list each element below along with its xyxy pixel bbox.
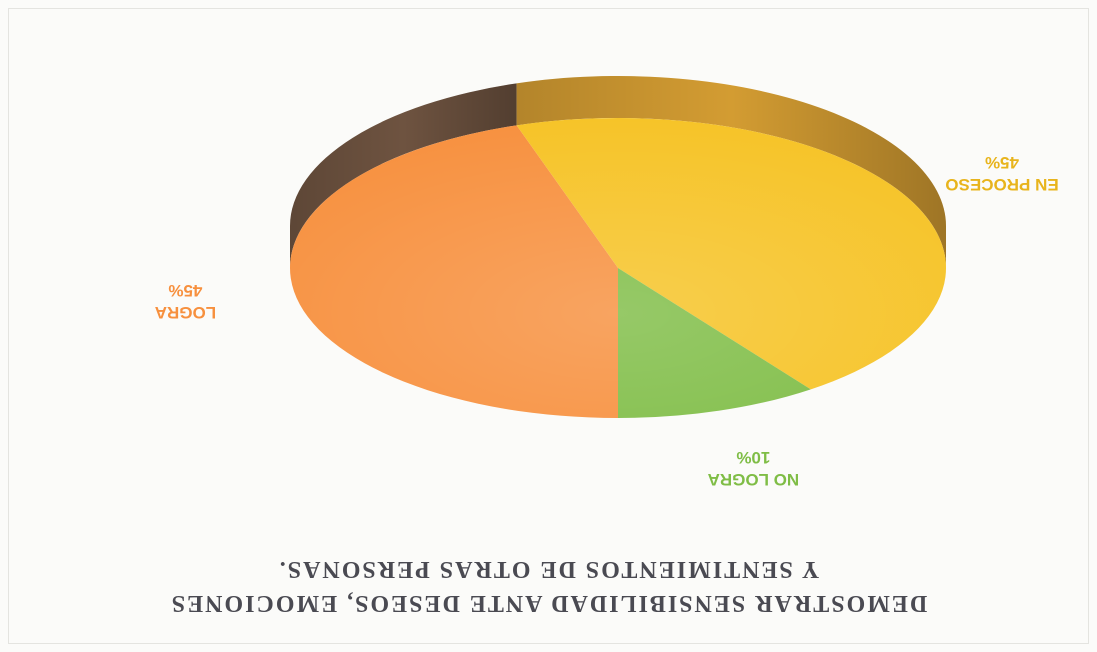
slice-label-name: LOGRA bbox=[154, 302, 217, 322]
slice-label-no-logra: NO LOGRA 10% bbox=[678, 446, 828, 490]
slice-label-value: 45% bbox=[984, 152, 1020, 172]
slice-label-name: EN PROCESO bbox=[945, 174, 1059, 194]
slice-label-value: 10% bbox=[736, 447, 771, 467]
slice-label-logra: LOGRA 45% bbox=[110, 279, 260, 323]
slice-label-name: NO LOGRA bbox=[707, 469, 800, 489]
slice-label-en-proceso: EN PROCESO 45% bbox=[927, 151, 1077, 195]
slice-label-value: 45% bbox=[168, 280, 203, 300]
